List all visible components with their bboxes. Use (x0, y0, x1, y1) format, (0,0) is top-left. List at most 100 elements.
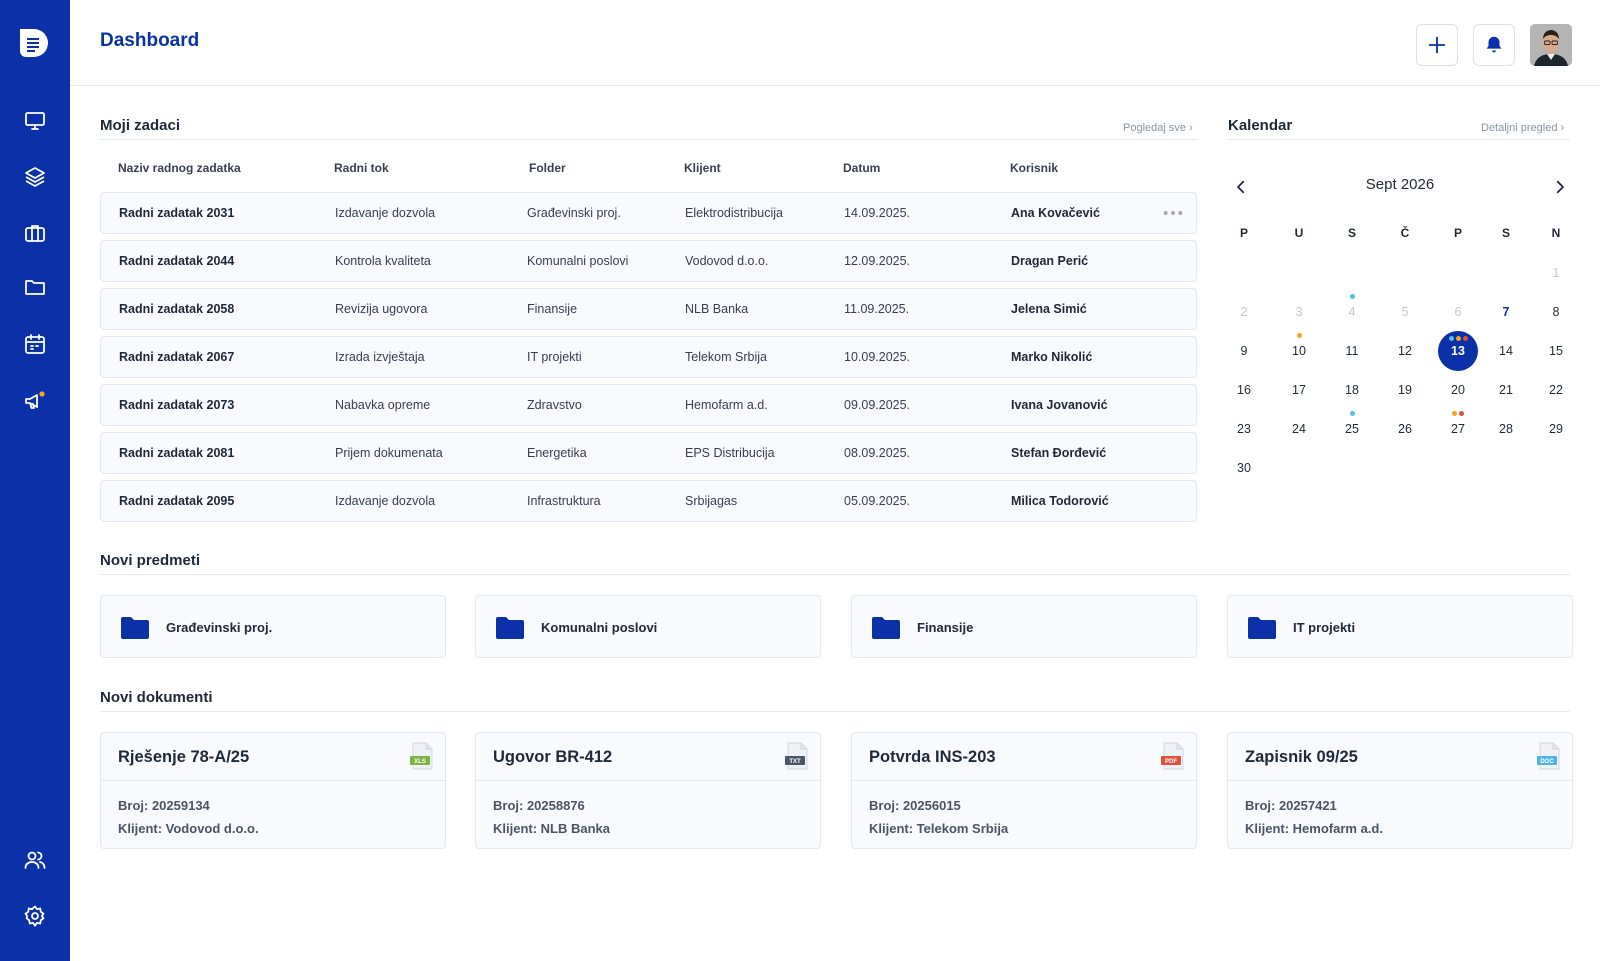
calendar-day[interactable]: 4 (1348, 305, 1356, 319)
calendar-day[interactable]: 6 (1454, 305, 1462, 319)
calendar-day[interactable]: 1 (1552, 266, 1560, 280)
table-cell: Radni zadatak 2081 (119, 446, 235, 460)
document-title: Zapisnik 09/25 (1245, 748, 1358, 766)
table-cell: Izdavanje dozvola (335, 494, 436, 508)
calendar-day[interactable]: 14 (1499, 344, 1513, 358)
calendar-day[interactable]: 17 (1292, 383, 1306, 397)
calendar-day[interactable]: 16 (1237, 383, 1251, 397)
calendar-day[interactable]: 24 (1292, 422, 1306, 436)
calendar-day[interactable]: 9 (1240, 344, 1248, 358)
table-cell: Građevinski proj. (527, 206, 621, 220)
table-cell: Ana Kovačević (1011, 206, 1100, 220)
calendar-day[interactable]: 7 (1502, 305, 1510, 319)
calendar-day[interactable]: 15 (1549, 344, 1563, 358)
calendar-day[interactable]: 25 (1345, 422, 1359, 436)
table-row[interactable]: Radni zadatak 2031 Izdavanje dozvola Građe… (100, 192, 1197, 234)
calendar-event-dot (1455, 336, 1461, 341)
plus-icon (1428, 36, 1446, 54)
document-card[interactable]: Rješenje 78-A/25 XLS Broj: 20259134 Klijent… (100, 732, 446, 849)
sidebar-item-briefcase[interactable] (20, 218, 50, 248)
document-number: Broj: 20258876 (493, 798, 585, 813)
subject-card[interactable]: IT projekti (1227, 595, 1573, 658)
column-header-date[interactable]: Datum (843, 161, 881, 175)
file-type-label: DOC (1540, 759, 1554, 765)
table-row[interactable]: Radni zadatak 2073 Nabavka opreme Zdravstv… (100, 384, 1197, 426)
calendar-weekday: P (1239, 226, 1248, 240)
app-logo-icon[interactable] (18, 27, 50, 59)
document-card[interactable]: Potvrda INS-203 PDF Broj: 20256015 Klijent:… (851, 732, 1197, 849)
column-header-workflow[interactable]: Radni tok (334, 161, 389, 175)
calendar-weekday: U (1294, 226, 1304, 240)
calendar-day[interactable]: 28 (1499, 422, 1513, 436)
documents-section-title: Novi dokumenti (100, 689, 213, 706)
calendar-day[interactable]: 10 (1292, 344, 1306, 358)
sidebar-item-folders[interactable] (20, 272, 50, 302)
calendar-details-link[interactable]: Detaljni pregled › (1481, 122, 1564, 134)
table-cell: 09.09.2025. (844, 398, 911, 412)
calendar-day[interactable]: 22 (1549, 383, 1563, 397)
more-horizontal-icon (1163, 210, 1183, 216)
table-row[interactable]: Radni zadatak 2081 Prijem dokumenata Energ… (100, 432, 1197, 474)
column-header-folder[interactable]: Folder (529, 161, 566, 175)
sidebar-item-announcements[interactable] (20, 386, 50, 416)
document-card[interactable]: Zapisnik 09/25 DOC Broj: 20257421 Klijent: … (1227, 732, 1573, 849)
subjects-section-title: Novi predmeti (100, 552, 201, 569)
calendar-day[interactable]: 2 (1240, 305, 1248, 319)
calendar-day[interactable]: 8 (1552, 305, 1560, 319)
add-button[interactable] (1416, 24, 1458, 66)
calendar-day[interactable]: 23 (1237, 422, 1251, 436)
document-client: Klijent: NLB Banka (493, 821, 611, 836)
table-row[interactable]: Radni zadatak 2095 Izdavanje dozvola Infra… (100, 480, 1197, 522)
calendar-day[interactable]: 11 (1345, 344, 1359, 358)
table-cell: Hemofarm a.d. (685, 398, 768, 412)
sidebar-item-dashboard[interactable] (20, 106, 50, 136)
calendar-day[interactable]: 20 (1451, 383, 1465, 397)
table-cell: Srbijagas (685, 494, 738, 508)
sidebar-item-users[interactable] (20, 845, 50, 875)
subject-card-label: Komunalni poslovi (541, 620, 658, 635)
sidebar-item-settings[interactable] (20, 901, 50, 931)
calendar-day[interactable]: 19 (1398, 383, 1412, 397)
calendar-day[interactable]: 29 (1549, 422, 1563, 436)
table-cell: Nabavka opreme (335, 398, 431, 412)
calendar-day[interactable]: 26 (1398, 422, 1412, 436)
subject-card[interactable]: Građevinski proj. (100, 595, 446, 658)
calendar-day[interactable]: 5 (1401, 305, 1409, 319)
doc-file-icon: DOC (1537, 742, 1560, 770)
sidebar-item-layers[interactable] (20, 162, 50, 192)
table-cell: Radni zadatak 2095 (119, 494, 235, 508)
table-row[interactable]: Radni zadatak 2067 Izrada izvještaja IT pr… (100, 336, 1197, 378)
calendar-day-selected[interactable]: 13 (1451, 344, 1465, 358)
calendar-day[interactable]: 21 (1499, 383, 1513, 397)
document-card[interactable]: Ugovor BR-412 TXT Broj: 20258876 Klijent: N… (475, 732, 821, 849)
table-row[interactable]: Radni zadatak 2044 Kontrola kvaliteta Komu… (100, 240, 1197, 282)
tasks-view-all-link[interactable]: Pogledaj sve › (1123, 122, 1193, 134)
row-more-button[interactable] (1160, 201, 1186, 225)
table-cell: Revizija ugovora (335, 302, 428, 316)
chevron-left-icon (1237, 180, 1245, 194)
tasks-section-title: Moji zadaci (100, 117, 181, 134)
calendar-day[interactable]: 27 (1451, 422, 1465, 436)
table-row[interactable]: Radni zadatak 2058 Revizija ugovora Finans… (100, 288, 1197, 330)
calendar-day[interactable]: 12 (1398, 344, 1412, 358)
pdf-file-icon: PDF (1161, 742, 1184, 770)
calendar-prev-button[interactable] (1230, 176, 1252, 198)
calendar-day[interactable]: 30 (1237, 461, 1251, 475)
column-header-user[interactable]: Korisnik (1010, 161, 1059, 175)
subject-card[interactable]: Komunalni poslovi (475, 595, 821, 658)
table-cell: Radni zadatak 2067 (119, 350, 235, 364)
briefcase-icon (25, 225, 45, 242)
table-cell: IT projekti (527, 350, 582, 364)
notifications-button[interactable] (1473, 24, 1515, 66)
calendar-day[interactable]: 18 (1345, 383, 1359, 397)
table-cell: Stefan Đorđević (1011, 446, 1107, 460)
calendar-day[interactable]: 3 (1295, 305, 1303, 319)
subject-card[interactable]: Finansije (851, 595, 1197, 658)
column-header-name[interactable]: Naziv radnog zadatka (118, 161, 241, 175)
table-cell: Radni zadatak 2044 (119, 254, 235, 268)
user-avatar[interactable] (1530, 24, 1572, 66)
sidebar-item-calendar[interactable] (20, 329, 50, 359)
column-header-client[interactable]: Klijent (684, 161, 721, 175)
chevron-right-icon: › (1189, 122, 1193, 134)
calendar-next-button[interactable] (1549, 176, 1571, 198)
